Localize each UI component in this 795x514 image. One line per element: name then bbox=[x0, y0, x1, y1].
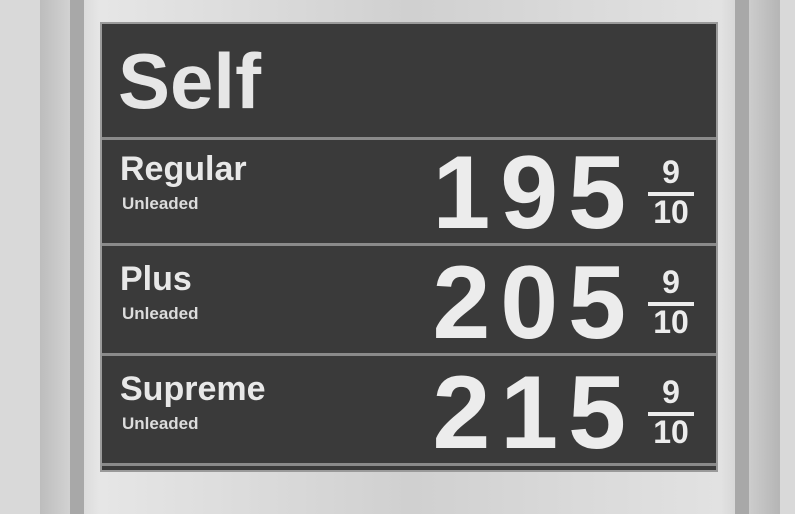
fraction-denominator: 10 bbox=[646, 304, 696, 341]
photo: Self RegularUnleaded195910PlusUnleaded20… bbox=[0, 0, 795, 514]
fraction-numerator: 9 bbox=[646, 264, 696, 301]
price-digits: 205 bbox=[432, 246, 636, 360]
grade-name: Plus bbox=[120, 260, 192, 299]
fuel-type: Unleaded bbox=[122, 414, 199, 434]
fraction-numerator: 9 bbox=[646, 374, 696, 411]
grade-name: Regular bbox=[120, 150, 247, 189]
grade-name: Supreme bbox=[120, 370, 266, 409]
price-digits: 195 bbox=[432, 136, 636, 250]
sign-header: Self bbox=[102, 24, 716, 140]
sign-post bbox=[70, 0, 84, 514]
fraction-numerator: 9 bbox=[646, 154, 696, 191]
fraction-denominator: 10 bbox=[646, 414, 696, 451]
price-digits: 215 bbox=[432, 356, 636, 470]
sign-post bbox=[735, 0, 749, 514]
fraction-denominator: 10 bbox=[646, 194, 696, 231]
header-text: Self bbox=[118, 42, 261, 120]
fuel-type: Unleaded bbox=[122, 304, 199, 324]
fuel-type: Unleaded bbox=[122, 194, 199, 214]
